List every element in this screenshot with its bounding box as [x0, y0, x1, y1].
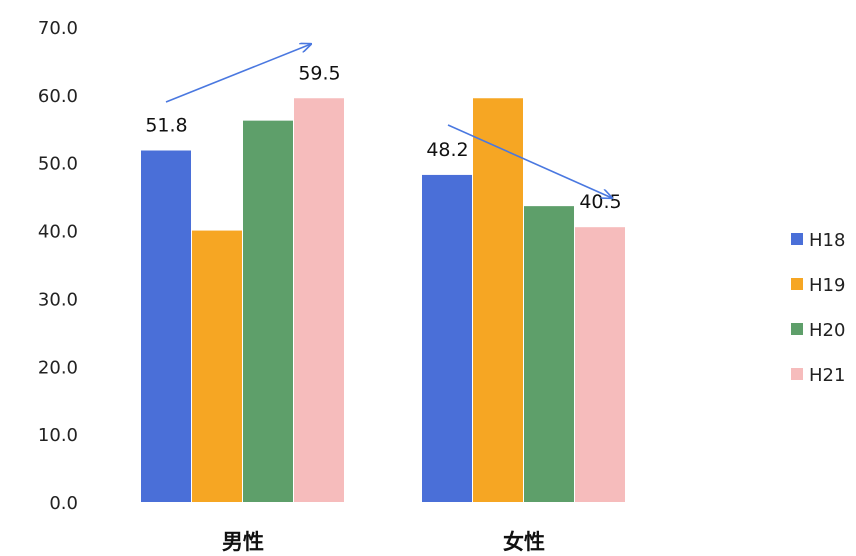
y-tick-label: 0.0 [49, 493, 78, 514]
bar-h20-female [524, 206, 574, 502]
bar-h19-female [473, 98, 523, 502]
legend-label-h18: H18 [809, 230, 845, 251]
data-label: 48.2 [426, 139, 468, 161]
y-tick-label: 40.0 [38, 222, 78, 243]
legend-swatch-h21 [791, 368, 803, 380]
y-axis: 0.0 10.0 20.0 30.0 40.0 50.0 60.0 70.0 [38, 18, 78, 514]
legend-label-h20: H20 [809, 320, 845, 341]
legend: H18 H19 H20 H21 [791, 230, 845, 386]
data-label: 59.5 [298, 62, 340, 84]
trend-arrow-up [165, 44, 311, 103]
legend-swatch-h19 [791, 278, 803, 290]
y-tick-label: 50.0 [38, 154, 78, 175]
data-labels-group: 51.8 59.5 48.2 40.5 [145, 62, 621, 213]
bar-h20-male [243, 120, 293, 503]
bar-h21-male [294, 98, 344, 502]
y-tick-label: 60.0 [38, 86, 78, 107]
legend-label-h21: H21 [809, 365, 845, 386]
data-label: 40.5 [579, 191, 621, 213]
legend-swatch-h18 [791, 233, 803, 245]
y-tick-label: 20.0 [38, 357, 78, 378]
x-axis-categories: 男性 女性 [222, 530, 545, 554]
y-tick-label: 10.0 [38, 425, 78, 446]
x-category-label: 女性 [503, 530, 545, 554]
trend-arrow-down [447, 124, 612, 198]
legend-swatch-h20 [791, 323, 803, 335]
bars-group [141, 98, 625, 503]
bar-h19-male [192, 230, 242, 503]
y-tick-label: 70.0 [38, 18, 78, 39]
bar-h18-female [422, 174, 472, 502]
data-label: 51.8 [145, 115, 187, 137]
trend-arrows-group [165, 44, 612, 198]
y-tick-label: 30.0 [38, 289, 78, 310]
legend-label-h19: H19 [809, 275, 845, 296]
bar-h21-female [575, 227, 625, 502]
x-category-label: 男性 [222, 530, 264, 554]
bar-h18-male [141, 150, 191, 502]
